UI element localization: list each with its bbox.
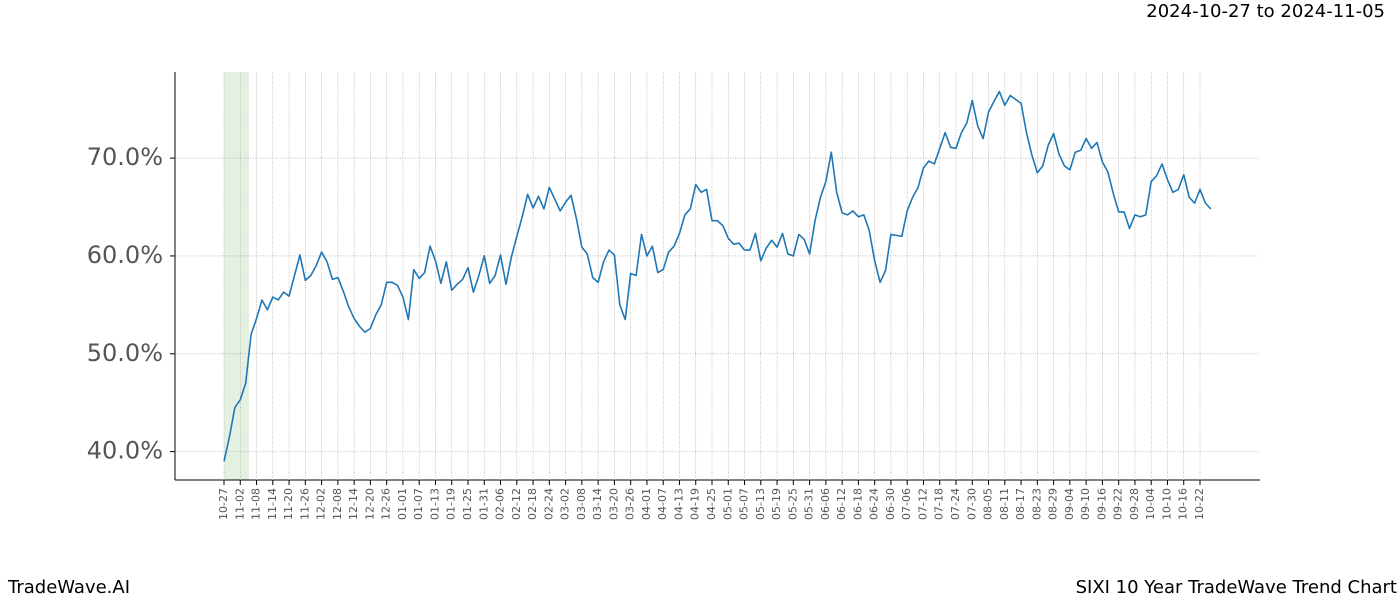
x-tick-label: 06-18 [851,488,864,520]
x-tick-label: 02-06 [494,488,507,520]
x-tick-label: 10-22 [1193,488,1206,520]
x-tick-label: 07-30 [965,488,978,520]
x-tick-label: 11-08 [250,488,263,520]
chart-title: 2024-10-27 to 2024-11-05 [1146,1,1385,22]
x-tick-label: 08-05 [982,488,995,520]
x-tick-label: 05-01 [721,488,734,520]
x-tick-label: 12-20 [363,488,376,520]
y-tick-label: 50.0% [87,339,163,367]
x-tick-label: 06-24 [868,488,881,520]
x-tick-label: 09-04 [1063,488,1076,520]
x-tick-label: 05-31 [803,488,816,520]
x-tick-label: 05-25 [786,488,799,520]
x-tick-label: 04-01 [640,488,653,520]
x-tick-label: 10-16 [1177,488,1190,520]
x-tick-label: 08-11 [998,488,1011,520]
x-tick-label: 10-10 [1160,488,1173,520]
x-tick-label: 02-18 [526,488,539,520]
y-tick-label: 40.0% [87,437,163,465]
x-tick-label: 12-02 [315,488,328,520]
x-tick-label: 06-30 [884,488,897,520]
x-tick-label: 08-17 [1014,488,1027,520]
x-tick-label: 05-13 [754,488,767,520]
footer-right: SIXI 10 Year TradeWave Trend Chart [1076,577,1397,598]
x-tick-label: 10-27 [217,488,230,520]
x-tick-label: 06-12 [835,488,848,520]
x-tick-label: 01-07 [412,488,425,520]
x-tick-label: 07-06 [900,488,913,520]
x-tick-label: 12-26 [380,488,393,520]
x-tick-label: 04-07 [656,488,669,520]
x-tick-label: 09-10 [1079,488,1092,520]
x-tick-label: 06-06 [819,488,832,520]
x-tick-label: 02-24 [542,488,555,520]
x-tick-label: 08-23 [1030,488,1043,520]
x-tick-label: 03-14 [591,488,604,520]
x-tick-label: 09-28 [1128,488,1141,520]
x-tick-label: 05-19 [770,488,783,520]
x-tick-label: 11-14 [266,488,279,520]
x-tick-label: 07-24 [949,488,962,520]
x-tick-label: 11-02 [233,488,246,520]
x-tick-label: 10-04 [1144,488,1157,520]
x-tick-label: 11-20 [282,488,295,520]
x-tick-label: 02-12 [510,488,523,520]
y-tick-label: 70.0% [87,143,163,171]
x-tick-label: 03-08 [575,488,588,520]
x-tick-label: 12-08 [331,488,344,520]
x-tick-label: 04-19 [689,488,702,520]
x-tick-label: 07-12 [916,488,929,520]
x-tick-label: 09-16 [1095,488,1108,520]
x-tick-label: 01-01 [396,488,409,520]
x-tick-label: 07-18 [933,488,946,520]
data-line [223,90,1212,462]
footer-left: TradeWave.AI [7,577,130,598]
x-tick-label: 01-13 [428,488,441,520]
x-tick-label: 08-29 [1047,488,1060,520]
highlight-range [224,72,249,480]
x-tick-label: 05-07 [738,488,751,520]
x-tick-label: 03-02 [559,488,572,520]
y-tick-label: 60.0% [87,241,163,269]
x-tick-label: 04-25 [705,488,718,520]
x-tick-label: 04-13 [672,488,685,520]
x-tick-label: 12-14 [347,488,360,520]
x-tick-label: 03-20 [607,488,620,520]
x-tick-label: 09-22 [1112,488,1125,520]
x-tick-label: 01-25 [461,488,474,520]
x-tick-label: 03-26 [624,488,637,520]
x-tick-label: 11-26 [298,488,311,520]
x-tick-label: 01-19 [445,488,458,520]
x-tick-label: 01-31 [477,488,490,520]
